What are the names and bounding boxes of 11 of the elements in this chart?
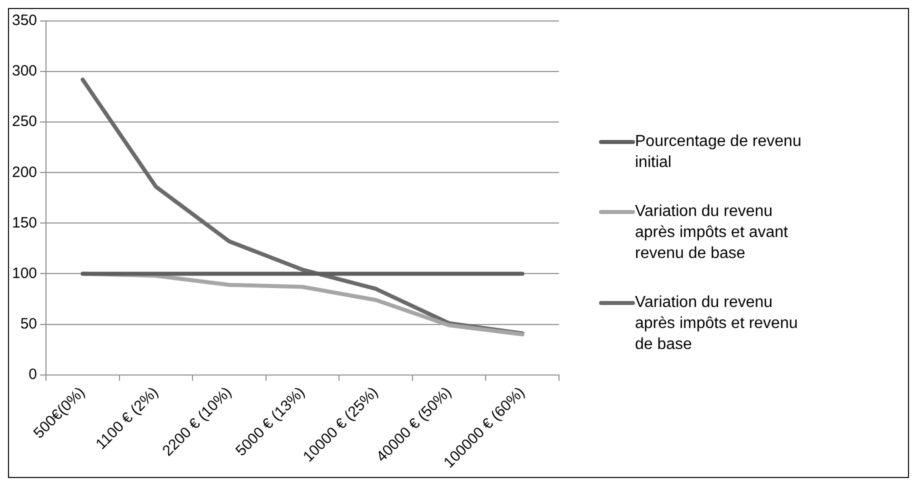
y-tick-label: 350 <box>12 12 38 30</box>
legend-label: Pourcentage de revenu initial <box>635 132 802 173</box>
legend-label: Variation du revenu après impôts et avant revenu de base <box>635 202 789 264</box>
y-tick-label: 50 <box>20 315 38 332</box>
legend-label: Variation du revenu après impôts et revenu de base <box>635 293 799 355</box>
y-tick-label: 250 <box>12 113 38 130</box>
y-tick-label: 300 <box>12 62 38 80</box>
y-tick-label: 100 <box>12 264 38 282</box>
y-tick-label: 150 <box>12 214 38 232</box>
y-tick-label: 0 <box>28 366 38 383</box>
y-tick-label: 200 <box>12 164 38 181</box>
